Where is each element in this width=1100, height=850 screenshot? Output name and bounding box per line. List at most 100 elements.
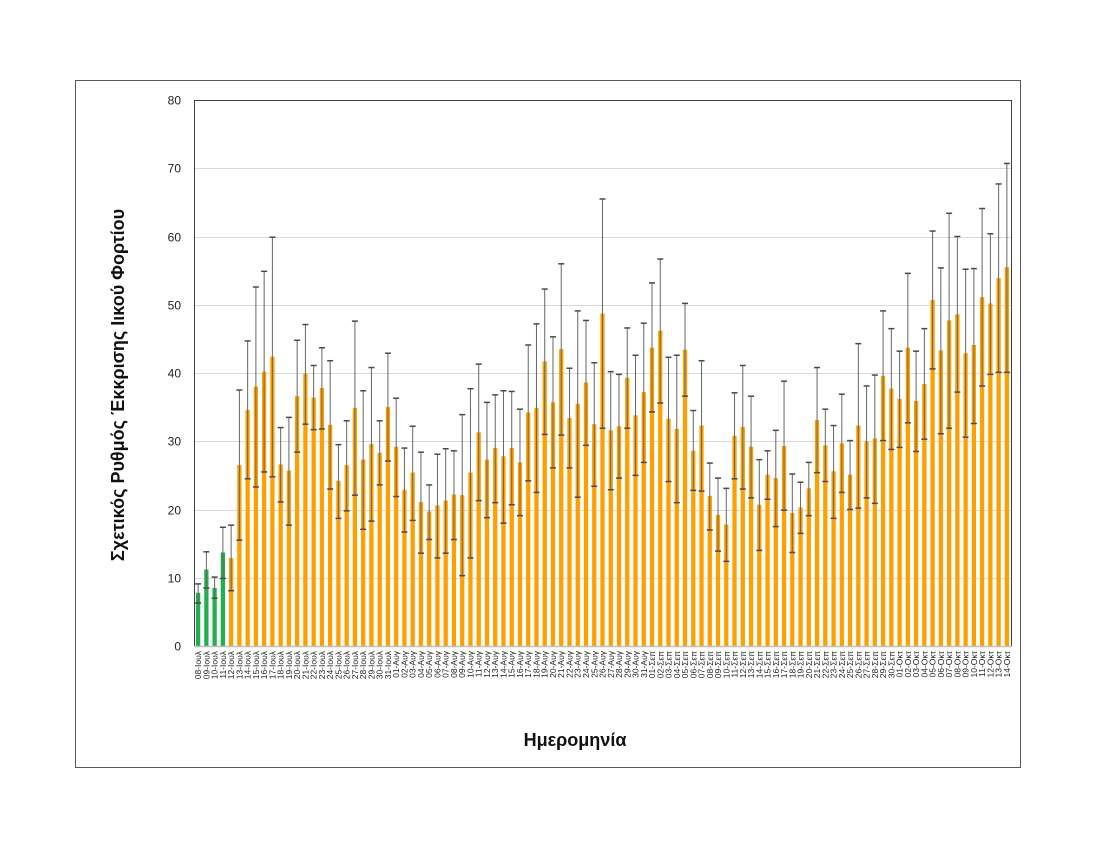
x-tick-label: 01-Σεπ [647, 651, 657, 678]
bar [600, 313, 605, 646]
bar [567, 418, 572, 646]
bar [897, 398, 902, 646]
x-tick-label: 28-Αυγ [614, 650, 624, 678]
bar [526, 412, 531, 646]
bar [427, 511, 432, 646]
x-tick-label: 21-Ιουλ [300, 650, 310, 679]
x-tick-label: 31-Αυγ [639, 650, 649, 678]
bar [509, 448, 514, 646]
bar [979, 297, 985, 646]
bar [823, 445, 828, 646]
x-tick-label: 01-Αυγ [391, 650, 401, 678]
bar [955, 314, 960, 646]
x-tick-label: 04-Οκτ [919, 650, 929, 677]
y-axis-title: Σχετικός Ρυθμός Έκκρισης Ιικού Φορτίου [108, 209, 128, 561]
x-tick-label: 07-Οκτ [944, 650, 954, 677]
bar [336, 480, 341, 646]
x-tick-label: 29-Σεπ [878, 651, 888, 678]
error-bars [195, 162, 1010, 604]
x-tick-label: 19-Ιουλ [284, 650, 294, 679]
bar [534, 407, 539, 646]
bar [468, 472, 473, 646]
x-tick-label: 23-Σεπ [829, 651, 839, 678]
x-tick-label: 30-Σεπ [886, 651, 896, 678]
bar [963, 353, 968, 646]
x-tick-label: 11-Σεπ [730, 651, 740, 678]
bar [592, 424, 597, 646]
bar [484, 459, 490, 646]
bar [856, 425, 861, 646]
x-tick-label: 14-Σεπ [754, 651, 764, 678]
bar [328, 424, 333, 646]
x-tick-label: 19-Σεπ [796, 651, 806, 678]
x-tick-label: 28-Ιουλ [358, 650, 368, 679]
bar [1004, 267, 1010, 646]
x-tick-label: 21-Σεπ [812, 651, 822, 678]
x-tick-label: 02-Σεπ [655, 651, 665, 678]
x-tick-label: 09-Σεπ [713, 651, 723, 678]
x-tick-label: 09-Ιουλ [201, 650, 211, 679]
x-tick-label: 15-Ιουλ [251, 650, 261, 679]
x-tick-labels: 08-Ιουλ09-Ιουλ10-Ιουλ11-Ιουλ12-Ιουλ13-Ιο… [193, 650, 1012, 679]
x-tick-label: 14-Ιουλ [243, 650, 253, 679]
bar [270, 356, 275, 646]
x-tick-label: 08-Οκτ [952, 650, 962, 677]
x-tick-label: 18-Σεπ [787, 651, 797, 678]
bar [658, 330, 663, 646]
x-tick-label: 15-Σεπ [763, 651, 773, 678]
x-tick-label: 10-Οκτ [969, 650, 979, 677]
bar [666, 418, 671, 646]
bar [451, 494, 457, 646]
x-tick-label: 13-Ιουλ [234, 650, 244, 679]
bar [377, 452, 382, 646]
bar [880, 375, 886, 646]
bar [773, 478, 778, 646]
x-tick-label: 26-Σεπ [853, 651, 863, 678]
bar [402, 489, 407, 646]
x-tick-label: 05-Αυγ [424, 650, 434, 678]
y-tick-label: 70 [168, 162, 182, 176]
x-tick-label: 11-Ιουλ [218, 650, 228, 678]
bar [872, 438, 877, 646]
bar [732, 435, 737, 646]
x-tick-label: 16-Ιουλ [259, 650, 269, 679]
bar [699, 425, 704, 646]
x-tick-label: 11-Οκτ [977, 650, 987, 677]
x-tick-label: 27-Αυγ [606, 650, 616, 678]
x-tick-label: 05-Σεπ [680, 651, 690, 678]
bar [319, 388, 325, 646]
y-tick-label: 80 [168, 94, 182, 108]
bar [253, 386, 259, 646]
x-tick-label: 08-Αυγ [449, 650, 459, 678]
x-tick-label: 23-Ιουλ [317, 650, 327, 679]
bar [814, 420, 820, 646]
x-tick-label: 10-Ιουλ [210, 650, 220, 679]
bar [831, 471, 836, 646]
bar [781, 446, 787, 646]
x-tick-label: 03-Σεπ [664, 651, 674, 678]
bar [517, 462, 523, 646]
x-tick-label: 19-Αυγ [540, 650, 550, 678]
bar [905, 347, 910, 646]
y-tick-labels: 0 10 20 30 40 50 60 70 80 [168, 94, 182, 654]
bar [278, 464, 283, 646]
bar [757, 504, 762, 646]
bar [988, 303, 993, 646]
bar [262, 371, 267, 646]
bar [195, 592, 201, 646]
bar [369, 443, 374, 646]
bar [303, 373, 308, 646]
bar [286, 470, 292, 646]
bar [204, 569, 209, 646]
x-tick-label: 30-Ιουλ [375, 650, 385, 679]
bar [476, 432, 481, 646]
bar [971, 345, 977, 646]
x-tick-label: 20-Ιουλ [292, 650, 302, 679]
bar [583, 382, 589, 646]
x-tick-label: 20-Σεπ [804, 651, 814, 678]
x-tick-label: 25-Ιουλ [333, 650, 343, 679]
x-tick-label: 31-Ιουλ [383, 650, 393, 679]
x-tick-label: 24-Αυγ [581, 650, 591, 678]
x-tick-label: 27-Σεπ [862, 651, 872, 678]
x-tick-label: 21-Αυγ [556, 650, 566, 678]
